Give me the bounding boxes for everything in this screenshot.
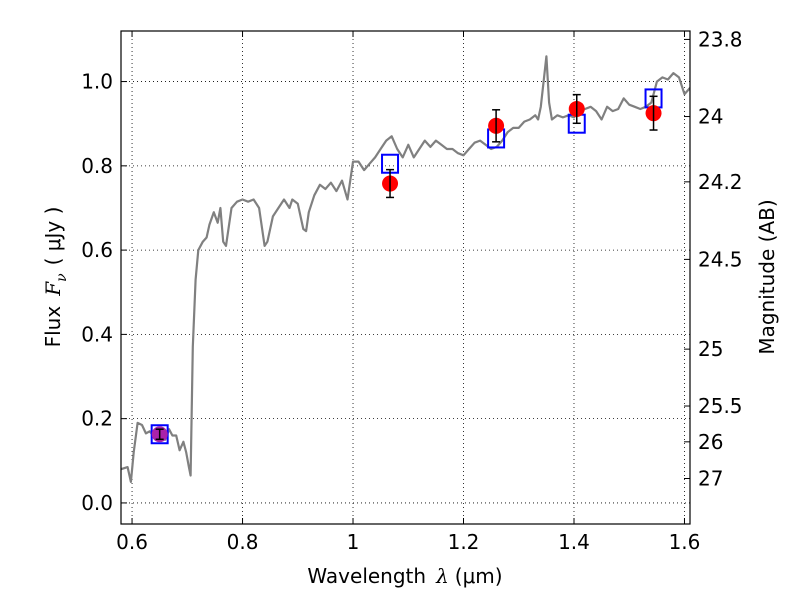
model-spectrum-line [121, 55, 690, 483]
x-tick-label: 1.6 [669, 530, 701, 554]
y-tick-label: 0.0 [81, 491, 113, 515]
y2-tick-label: 24.5 [698, 247, 743, 271]
y2-axis-label: Magnitude (AB) [755, 199, 779, 354]
observed-photometry-layer [151, 93, 662, 443]
y2-axis-ticks: 23.8 24 24.2 24.5 25 25.5 26 27 [684, 27, 743, 490]
x-tick-label: 0.6 [116, 530, 148, 554]
y-axis-ticks: 0.0 0.2 0.4 0.6 0.8 1.0 [81, 70, 127, 515]
y2-tick-label: 23.8 [698, 27, 743, 51]
x-tick-label: 1.4 [558, 530, 590, 554]
y-tick-label: 0.4 [81, 322, 113, 346]
grid [121, 31, 690, 524]
y-tick-label: 1.0 [81, 70, 113, 94]
y-tick-label: 0.6 [81, 238, 113, 262]
y-tick-label: 0.8 [81, 154, 113, 178]
y2-tick-label: 24.2 [698, 170, 743, 194]
synthetic-photometry-layer [150, 88, 663, 445]
y2-tick-label: 25.5 [698, 394, 743, 418]
plot-frame [120, 30, 691, 525]
y2-tick-label: 25 [698, 337, 723, 361]
y2-tick-label: 27 [698, 466, 723, 490]
model-spectrum-layer [121, 55, 690, 483]
x-axis-ticks: 0.6 0.8 1 1.2 1.4 1.6 [116, 31, 700, 554]
x-tick-label: 0.8 [227, 530, 259, 554]
x-tick-label: 1 [347, 530, 360, 554]
y-axis-label: FluxFν( μJy ) [41, 207, 70, 348]
y2-tick-label: 24 [698, 105, 723, 129]
x-tick-label: 1.2 [448, 530, 480, 554]
y-tick-label: 0.2 [81, 407, 113, 431]
y2-tick-label: 26 [698, 430, 723, 454]
x-axis-label: Wavelength λ (μm) [307, 564, 502, 588]
